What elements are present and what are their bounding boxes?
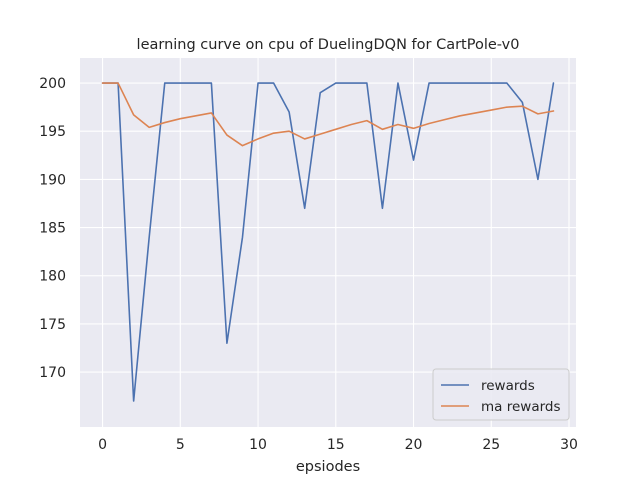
x-axis-label: epsiodes bbox=[296, 459, 360, 475]
y-tick-label: 195 bbox=[39, 124, 66, 140]
y-tick-label: 180 bbox=[39, 269, 66, 285]
x-tick-label: 0 bbox=[98, 437, 107, 453]
chart-title: learning curve on cpu of DuelingDQN for … bbox=[137, 37, 520, 53]
legend-box bbox=[432, 368, 570, 421]
series-line-ma-rewards bbox=[101, 82, 555, 147]
tick-labels: 0 5 10 15 20 25 30 170 175 180 185 190 195 200 bbox=[39, 76, 578, 453]
plot-area bbox=[80, 58, 576, 427]
x-tick-label: 25 bbox=[482, 437, 500, 453]
x-tick-label: 20 bbox=[405, 437, 423, 453]
legend-label: ma rewards bbox=[481, 399, 561, 415]
y-tick-label: 170 bbox=[39, 365, 66, 381]
legend: rewards ma rewards bbox=[432, 368, 570, 421]
x-tick-label: 15 bbox=[327, 437, 345, 453]
grid-lines bbox=[80, 58, 576, 427]
y-tick-label: 200 bbox=[39, 76, 66, 92]
x-tick-label: 10 bbox=[249, 437, 267, 453]
x-tick-label: 5 bbox=[176, 437, 185, 453]
series-lines bbox=[101, 82, 555, 402]
x-tick-label: 30 bbox=[560, 437, 578, 453]
y-tick-label: 185 bbox=[39, 221, 66, 237]
y-tick-label: 175 bbox=[39, 317, 66, 333]
series-line-rewards bbox=[101, 82, 555, 402]
legend-label: rewards bbox=[481, 378, 535, 394]
y-tick-label: 190 bbox=[39, 172, 66, 188]
